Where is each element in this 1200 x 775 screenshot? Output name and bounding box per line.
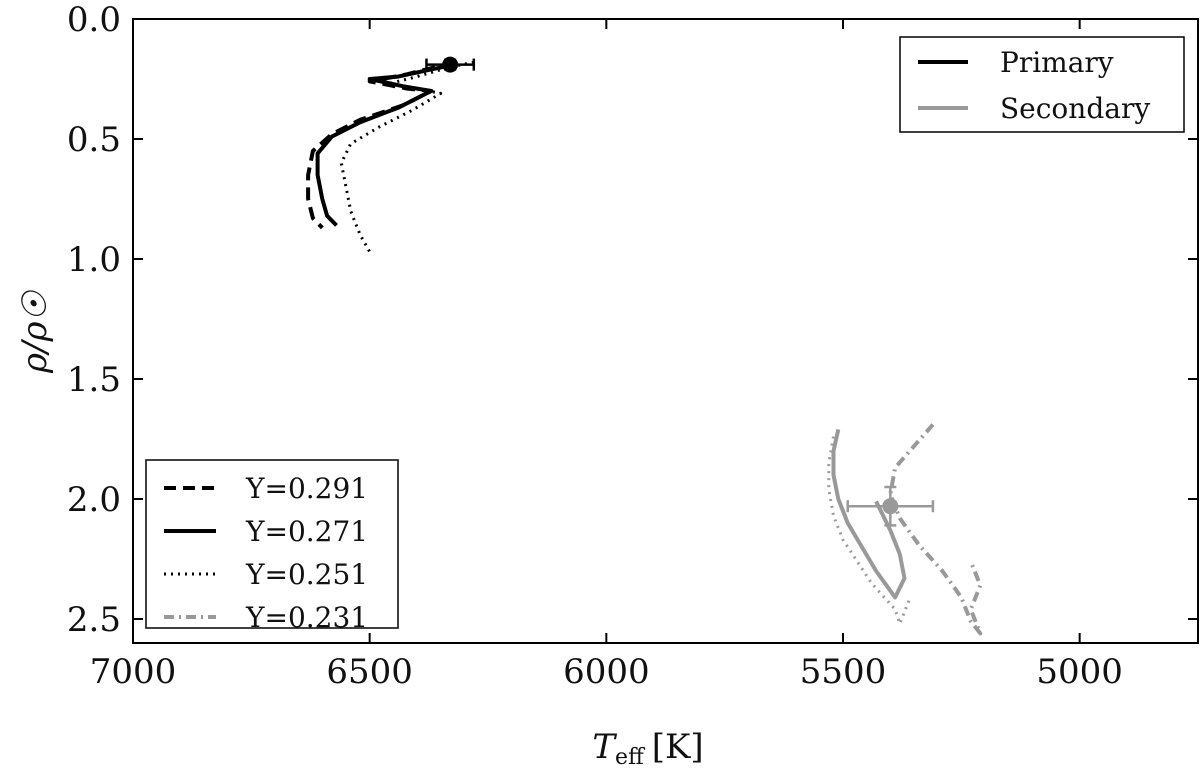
observation-primary — [425, 56, 476, 73]
plot-frame — [132, 18, 1199, 644]
legend-components: Primary Secondary — [899, 36, 1185, 133]
series-line-primary-0291 — [306, 62, 456, 230]
series-line-primary-0251 — [339, 60, 475, 253]
legend-y231-label: Y=0.231 — [245, 601, 368, 634]
ticks-layer: 7000 6500 6000 5500 5000 0.0 0.5 1.0 1.5 2.0 2.5 — [67, 0, 1198, 692]
y-tick-label: 0.0 — [67, 0, 121, 40]
series-line-secondary-0231 — [888, 423, 983, 636]
observations-layer — [425, 56, 935, 527]
series-line-primary-0271 — [315, 62, 456, 227]
data-point — [882, 498, 899, 515]
legend-y291-label: Y=0.291 — [245, 472, 368, 505]
x-tick-label: 6000 — [563, 652, 650, 692]
legend-y271-label: Y=0.271 — [245, 515, 368, 548]
legend-components-box — [899, 36, 1185, 133]
y-tick-label: 2.0 — [67, 480, 121, 520]
x-tick-label: 7000 — [90, 652, 177, 692]
legend-secondary-label: Secondary — [1000, 92, 1150, 125]
legend-y251-label: Y=0.251 — [245, 558, 368, 591]
y-tick-label: 1.5 — [67, 360, 121, 400]
legend-helium: Y=0.291 Y=0.271 Y=0.251 Y=0.231 — [145, 459, 399, 634]
legend-primary-label: Primary — [1000, 46, 1114, 79]
y-tick-label: 0.5 — [67, 120, 121, 160]
y-tick-label: 2.5 — [67, 600, 121, 640]
data-point — [442, 56, 459, 73]
x-tick-label: 5500 — [800, 652, 887, 692]
x-axis-label: Teff [K] — [592, 727, 703, 770]
y-axis-label: ρ/ρ☉ — [15, 290, 55, 374]
x-tick-label: 5000 — [1036, 652, 1123, 692]
series-layer — [306, 60, 983, 636]
observation-secondary — [846, 485, 935, 527]
series-line-secondary-0271 — [831, 428, 907, 600]
y-tick-label: 1.0 — [67, 240, 121, 280]
x-tick-label: 6500 — [326, 652, 413, 692]
